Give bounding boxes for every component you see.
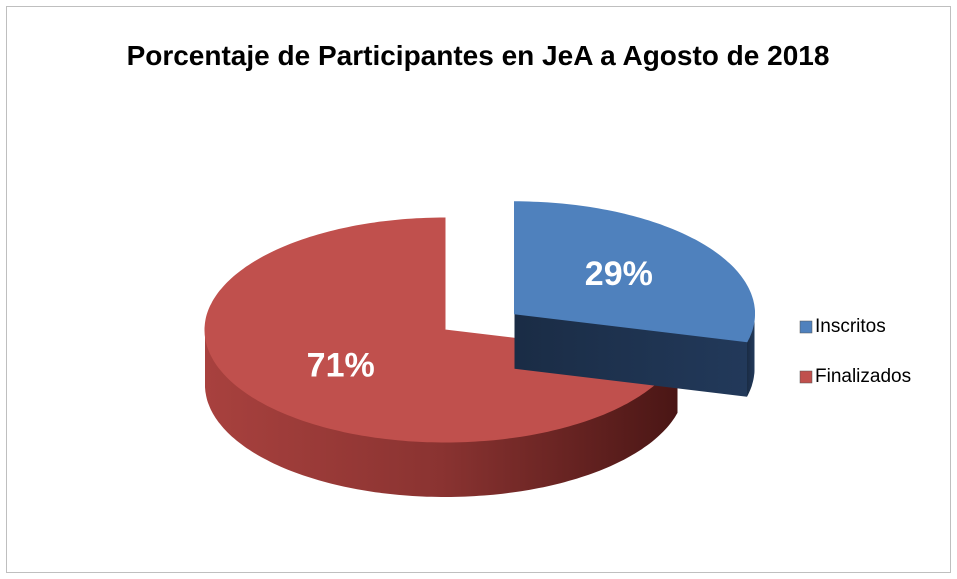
legend-swatch — [799, 370, 813, 384]
data-label: 71% — [307, 347, 375, 385]
legend-swatch — [799, 320, 813, 334]
chart-frame — [6, 6, 951, 573]
legend-label: Inscritos — [815, 316, 886, 337]
slice-wall — [747, 313, 755, 397]
slice-side — [514, 313, 747, 397]
legend-label: Finalizados — [815, 366, 911, 387]
slice-wall — [205, 330, 678, 497]
chart-title: Porcentaje de Participantes en JeA a Ago… — [126, 40, 830, 71]
data-label: 29% — [585, 255, 653, 293]
slice — [514, 201, 755, 343]
slice — [204, 217, 679, 443]
